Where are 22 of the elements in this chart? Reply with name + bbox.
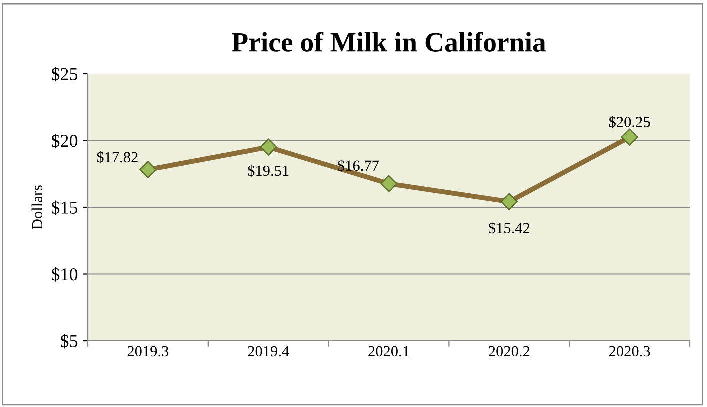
data-label: $20.25: [609, 116, 650, 128]
point: [500, 193, 518, 210]
y-tick-label: $10: [52, 267, 78, 282]
chart-title: Price of Milk in California: [232, 32, 546, 52]
x-tick-label: 2020.1: [368, 346, 410, 357]
data-label: $19.51: [248, 164, 289, 178]
y-tick-label: $20: [52, 134, 78, 148]
data-label: $16.77: [338, 160, 380, 172]
point: [380, 175, 398, 192]
x-tick-label: 2019.4: [248, 346, 290, 357]
y-axis-title: Dollars: [32, 186, 43, 230]
data-label: $15.42: [489, 222, 530, 235]
y-tick-label: $5: [61, 334, 78, 349]
y-tick-label: $25: [52, 67, 78, 82]
point: [621, 128, 638, 146]
point: [260, 138, 278, 156]
x-tick-label: 2020.2: [489, 346, 530, 357]
point: [140, 161, 157, 178]
data-label: $17.82: [97, 151, 138, 164]
x-tick-label: 2019.3: [128, 346, 169, 357]
y-tick-label: $15: [52, 200, 78, 216]
x-tick-label: 2020.3: [609, 346, 650, 357]
